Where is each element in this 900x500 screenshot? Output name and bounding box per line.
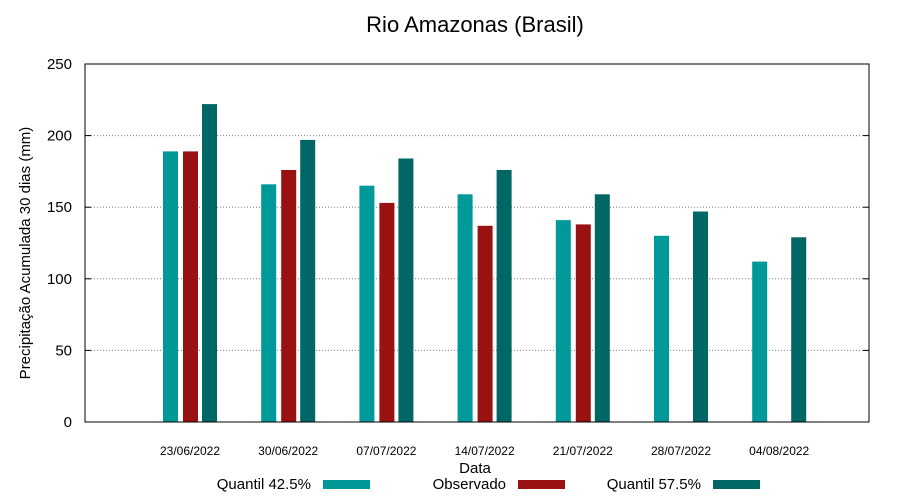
y-axis-label: Precipitação Acumulada 30 dias (mm): [17, 127, 34, 380]
bar-quantil-57-5--1: [202, 104, 217, 422]
legend-swatch: [713, 480, 760, 489]
legend-label: Quantil 42.5%: [217, 476, 311, 493]
y-tick-label: 200: [47, 128, 72, 145]
bar-quantil-42-5--4: [457, 194, 473, 422]
x-axis: 23/06/2022 30/06/2022 07/07/2022 14/07/2022…: [160, 444, 810, 458]
bar-quantil-42-5--5: [555, 220, 571, 422]
bar-observado-2: [281, 170, 297, 422]
bar-quantil-57-5--4: [496, 170, 512, 422]
chart-title: Rio Amazonas (Brasil): [366, 12, 584, 37]
x-axis-label: Data: [459, 460, 491, 477]
bar-quantil-57-5--6: [693, 211, 708, 422]
y-tick-label: 150: [47, 199, 72, 216]
x-tick-label: 23/06/2022: [160, 444, 220, 458]
y-tick-label: 100: [47, 271, 72, 288]
bar-quantil-57-5--2: [300, 139, 316, 422]
bar-quantil-57-5--5: [594, 194, 610, 422]
y-tick-label: 50: [55, 342, 72, 359]
bar-quantil-57-5--7: [791, 237, 807, 422]
bar-observado-3: [379, 202, 395, 422]
x-tick-label: 28/07/2022: [651, 444, 711, 458]
y-axis: 0 50 100 150 200 250: [47, 56, 869, 431]
bar-quantil-42-5--1: [163, 151, 178, 422]
bar-quantil-57-5--3: [398, 158, 414, 422]
bars: [163, 104, 807, 422]
legend-label: Observado: [433, 476, 506, 493]
plot-frame: [84, 63, 870, 423]
x-tick-label: 07/07/2022: [356, 444, 416, 458]
y-tick-label: 250: [47, 56, 72, 73]
legend: Quantil 42.5% Observado Quantil 57.5%: [217, 476, 760, 493]
bar-quantil-42-5--7: [752, 261, 768, 422]
bar-quantil-42-5--2: [261, 184, 277, 422]
legend-swatch: [518, 480, 565, 489]
x-tick-label: 21/07/2022: [553, 444, 613, 458]
x-tick-label: 30/06/2022: [258, 444, 318, 458]
legend-swatch: [323, 480, 370, 489]
x-tick-label: 04/08/2022: [749, 444, 809, 458]
bar-observado-5: [575, 224, 591, 422]
y-tick-label: 0: [64, 414, 72, 431]
x-tick-label: 14/07/2022: [455, 444, 515, 458]
legend-label: Quantil 57.5%: [607, 476, 701, 493]
bar-observado-1: [183, 151, 198, 422]
bar-quantil-42-5--6: [654, 235, 669, 422]
bar-observado-4: [477, 225, 493, 422]
bar-quantil-42-5--3: [359, 185, 375, 422]
